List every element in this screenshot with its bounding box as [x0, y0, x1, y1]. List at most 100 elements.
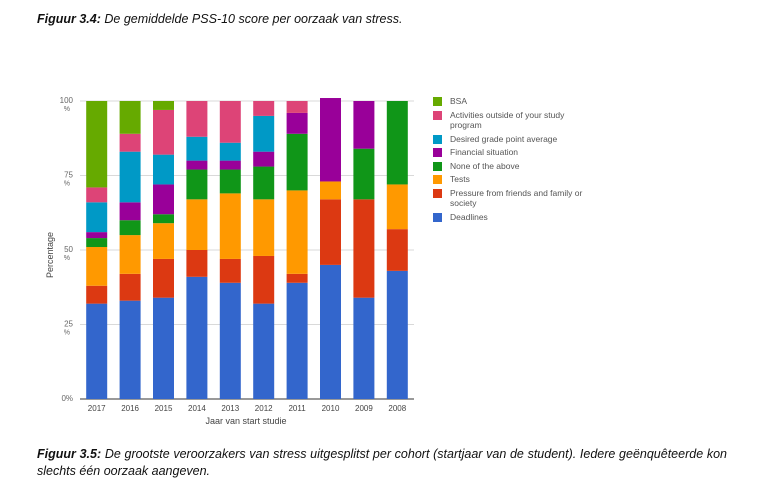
bar-segment: [320, 264, 341, 399]
bar-segment: [86, 285, 108, 304]
figure-caption-text: De grootste veroorzakers van stress uitg…: [37, 447, 727, 478]
bar-segment: [253, 151, 275, 167]
y-axis-title: Percentage: [45, 232, 55, 278]
legend-swatch: [433, 110, 442, 120]
bar-segment: [286, 101, 308, 113]
bar-segment: [86, 238, 108, 248]
bar-segment: [253, 101, 275, 116]
bar-segment: [386, 229, 408, 271]
legend-swatch: [433, 212, 442, 222]
x-tick-label: 2015: [155, 404, 173, 413]
bar-segment: [320, 199, 341, 265]
x-axis-title: Jaar van start studie: [205, 416, 286, 426]
y-tick-label: 25: [64, 320, 73, 329]
bar-segment: [219, 258, 241, 283]
bar-segment: [86, 247, 108, 286]
figure-caption-bottom: Figuur 3.5: De grootste veroorzakers van…: [37, 446, 727, 480]
legend-swatch: [433, 161, 442, 171]
bar-segment: [119, 235, 141, 274]
y-tick-label: 100: [60, 96, 74, 105]
bar-segment: [186, 169, 208, 200]
y-tick-label: 50: [64, 245, 73, 254]
chart-legend: BSA Activities outside of your study prog…: [433, 96, 583, 225]
x-tick-label: 2010: [322, 404, 340, 413]
bar-segment: [119, 202, 141, 221]
x-tick-label: 2012: [255, 404, 273, 413]
bar-segment: [353, 148, 375, 200]
x-tick-label: 2013: [221, 404, 239, 413]
y-tick-label-unit: %: [64, 330, 70, 337]
bar-segment: [186, 160, 208, 170]
legend-swatch: [433, 188, 442, 198]
bar-segment: [153, 258, 174, 298]
bar-segment: [119, 151, 141, 203]
legend-label: Desired grade point average: [450, 133, 558, 144]
bar-segment: [386, 184, 408, 230]
figure-caption-top: Figuur 3.4: De gemiddelde PSS-10 score p…: [37, 12, 402, 26]
legend-label: Tests: [450, 174, 470, 184]
stacked-bar-chart: 0%25%50%75%100% 2017 2016 2015 2014 2013 2012…: [45, 96, 414, 426]
bar-segment: [119, 300, 141, 399]
x-tick-label: 2017: [88, 404, 106, 413]
legend-label: Pressure from friends and family or soci…: [450, 187, 583, 209]
legend-label: Deadlines: [450, 211, 488, 222]
legend-item: Pressure from friends and family or soci…: [433, 188, 583, 209]
legend-item: None of the above: [433, 161, 583, 172]
bar-segment: [286, 112, 308, 134]
y-tick-label: 0%: [61, 394, 73, 403]
bar-segment: [186, 101, 208, 137]
bar-segment: [153, 101, 174, 110]
bar-segment: [286, 190, 308, 274]
bar-segment: [386, 101, 408, 185]
chart-bars: [86, 98, 408, 399]
figure-caption-text: De gemiddelde PSS-10 score per oorzaak v…: [100, 12, 403, 26]
bar-segment: [86, 202, 108, 233]
bar-segment: [119, 101, 141, 134]
legend-label: None of the above: [450, 160, 520, 171]
figure-label: Figuur 3.5:: [37, 447, 102, 461]
bar-segment: [219, 160, 241, 170]
bar-segment: [253, 166, 275, 200]
bar-segment: [286, 133, 308, 191]
bar-segment: [186, 250, 208, 277]
y-axis-tick-labels: 0%25%50%75%100%: [60, 96, 74, 403]
legend-swatch: [433, 97, 442, 106]
bar-segment: [286, 273, 308, 283]
bar-segment: [386, 270, 408, 399]
legend-item: Desired grade point average: [433, 134, 583, 145]
bar-segment: [186, 276, 208, 399]
bar-segment: [320, 98, 341, 182]
bar-segment: [153, 109, 174, 155]
x-tick-label: 2014: [188, 404, 206, 413]
bar-segment: [153, 223, 174, 259]
x-tick-label: 2016: [121, 404, 139, 413]
legend-item: Activities outside of your study program: [433, 110, 583, 131]
bar-segment: [86, 303, 108, 399]
bar-segment: [219, 169, 241, 194]
y-tick-label-unit: %: [64, 181, 70, 188]
legend-swatch: [433, 148, 442, 157]
bar-segment: [219, 101, 241, 143]
bar-segment: [253, 303, 275, 399]
y-tick-label-unit: %: [64, 255, 70, 262]
x-tick-label: 2009: [355, 404, 373, 413]
legend-label: Financial situation: [450, 147, 519, 157]
bar-segment: [86, 232, 108, 239]
bar-segment: [320, 181, 341, 200]
x-axis-tick-labels: 2017 2016 2015 2014 2013 2012 2011 2010 2009 2008: [88, 404, 407, 413]
legend-label: BSA: [450, 96, 468, 106]
bar-segment: [219, 193, 241, 259]
bar-segment: [253, 115, 275, 152]
bar-segment: [119, 273, 141, 301]
bar-segment: [153, 214, 174, 224]
x-tick-label: 2011: [288, 404, 306, 413]
bar-segment: [186, 199, 208, 250]
bar-segment: [86, 101, 108, 188]
y-tick-label-unit: %: [64, 106, 70, 113]
legend-item: Deadlines: [433, 212, 583, 223]
bar-segment: [153, 154, 174, 185]
x-tick-label: 2008: [388, 404, 406, 413]
figure-label: Figuur 3.4:: [37, 12, 101, 26]
bar-segment: [119, 133, 141, 152]
bar-segment: [286, 282, 308, 399]
